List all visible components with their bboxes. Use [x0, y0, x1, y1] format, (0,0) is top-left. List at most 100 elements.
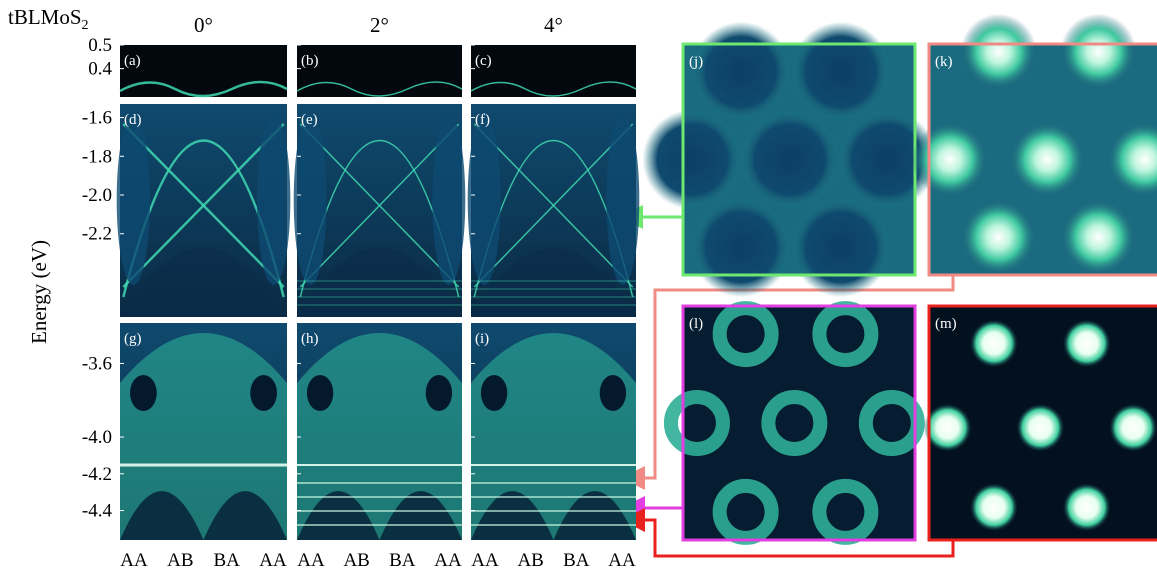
inset-feature — [837, 109, 938, 210]
system-label: tBLMoS2 — [8, 5, 89, 33]
valley — [606, 114, 640, 286]
x-tick-label: AA — [471, 550, 499, 571]
x-tick-label: AA — [259, 550, 287, 571]
panel-background — [297, 45, 462, 97]
panel-content — [120, 323, 287, 540]
band — [299, 123, 460, 288]
inset-feature — [1062, 319, 1111, 368]
panel-label: (g) — [124, 331, 142, 347]
inset-label: (m) — [935, 316, 957, 332]
x-tick-label: AA — [297, 550, 325, 571]
x-tick-label: AB — [167, 550, 193, 571]
y-tick-label: 0.5 — [88, 35, 112, 56]
inset: (j) — [642, 21, 938, 298]
band — [470, 81, 637, 97]
x-tick-label: BA — [213, 550, 240, 571]
panel-label: (d) — [124, 112, 142, 128]
hole — [130, 375, 157, 411]
y-tick-label: -2.0 — [82, 185, 112, 206]
valley — [432, 114, 466, 286]
inset-feature — [858, 390, 925, 456]
panel-content — [119, 45, 288, 98]
valley — [116, 114, 151, 286]
hole — [425, 375, 453, 411]
inset-feature — [761, 390, 828, 456]
panel-content — [116, 104, 291, 317]
inset-feature — [812, 478, 879, 545]
inset-feature — [960, 13, 1037, 90]
inset-feature — [663, 390, 730, 456]
inset-feature — [1062, 483, 1111, 532]
band-fill — [297, 333, 462, 540]
inset-feature — [1016, 403, 1065, 452]
inset-feature — [642, 109, 743, 210]
hole — [599, 375, 627, 411]
x-tick-label: AB — [343, 550, 369, 571]
hole — [250, 375, 277, 411]
panel-label: (h) — [301, 331, 319, 347]
inset-border — [927, 42, 1157, 277]
inset-feature — [790, 197, 891, 298]
panel-label: (e) — [301, 112, 318, 128]
inset-feature — [911, 121, 988, 198]
panel-label: (a) — [124, 53, 141, 69]
band-fill — [471, 247, 636, 317]
y-tick-label: -2.2 — [82, 224, 112, 245]
band — [473, 123, 634, 288]
panel-label: (f) — [475, 112, 490, 128]
inset: (l) — [663, 301, 925, 545]
inset-feature — [739, 109, 840, 210]
band-fill — [120, 247, 287, 317]
panel-content — [297, 323, 462, 540]
valley — [256, 114, 291, 286]
y-tick-label: -4.2 — [82, 464, 112, 485]
gap — [297, 491, 462, 540]
inset-feature — [969, 483, 1018, 532]
panel-background — [471, 45, 636, 97]
inset-feature — [1060, 13, 1137, 90]
panel-content — [470, 45, 637, 97]
gap — [120, 491, 287, 540]
arrow — [621, 508, 955, 558]
hole — [480, 375, 508, 411]
x-tick-label: AA — [608, 550, 636, 571]
inset-border — [681, 304, 917, 542]
inset-label: (l) — [689, 316, 703, 332]
inset: (m) — [923, 304, 1157, 542]
valley — [293, 114, 327, 286]
inset-feature — [1109, 403, 1157, 452]
y-tick-label: -4.4 — [82, 501, 113, 522]
inset-feature — [691, 21, 791, 122]
x-tick-label: BA — [389, 550, 416, 571]
column-header: 0° — [194, 13, 213, 37]
inset-feature — [960, 199, 1037, 276]
panel-content — [467, 104, 640, 317]
inset-feature — [812, 301, 879, 368]
inset-feature — [1106, 121, 1157, 198]
panel-content — [471, 323, 636, 540]
y-tick-label: -1.6 — [82, 108, 112, 129]
band-fill — [297, 247, 462, 317]
column-header: 4° — [544, 13, 563, 37]
arrow — [621, 276, 955, 490]
x-tick-label: BA — [563, 550, 590, 571]
band-fill — [471, 333, 636, 540]
y-tick-label: -1.8 — [82, 146, 112, 167]
y-tick-label: -3.6 — [82, 353, 112, 374]
panel-label: (b) — [301, 53, 319, 69]
inset-label: (k) — [935, 54, 953, 70]
panel-label: (c) — [475, 53, 492, 69]
inset: (k) — [911, 13, 1157, 277]
y-tick-label: -4.0 — [82, 427, 112, 448]
inset-feature — [790, 21, 891, 122]
valley — [467, 114, 501, 286]
band — [296, 81, 463, 97]
panel-content — [296, 45, 463, 97]
band — [119, 80, 288, 98]
inset-feature — [691, 197, 791, 298]
inset-feature — [1060, 199, 1137, 276]
inset-label: (j) — [689, 54, 703, 70]
band — [122, 123, 285, 288]
x-tick-label: AA — [120, 550, 148, 571]
gap — [471, 491, 636, 540]
